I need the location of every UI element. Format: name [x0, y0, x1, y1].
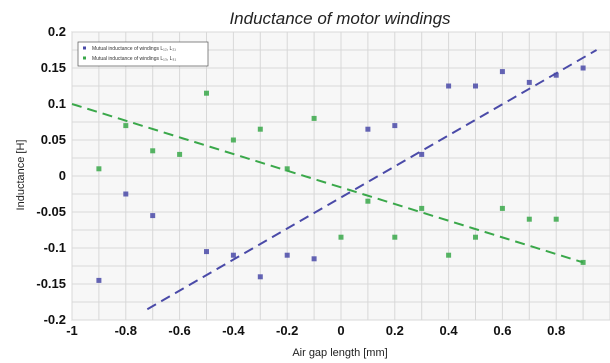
data-point-series-2 — [96, 166, 102, 172]
x-tick-label: -0.6 — [168, 323, 190, 338]
legend-marker-series-1 — [83, 46, 86, 50]
data-point-series-2 — [473, 234, 478, 240]
data-point-series-2 — [311, 115, 317, 121]
data-point-series-2 — [365, 198, 371, 204]
x-tick-label: -0.4 — [222, 323, 245, 338]
y-tick-label: -0.2 — [44, 312, 66, 327]
data-point-series-1 — [553, 72, 559, 78]
data-point-series-1 — [419, 151, 425, 157]
legend-box — [77, 41, 209, 67]
data-point-series-2 — [553, 216, 559, 222]
x-tick-label: -0.8 — [115, 323, 137, 338]
data-point-series-2 — [284, 166, 290, 172]
y-tick-labels: -0.2 -0.15 -0.1 -0.05 0 0.05 0.1 0.15 0.2 — [36, 24, 66, 327]
x-tick-label: 0.6 — [493, 323, 511, 338]
data-point-series-2 — [338, 234, 344, 240]
data-point-series-1 — [96, 277, 102, 283]
data-point-series-2 — [177, 151, 183, 157]
data-point-series-2 — [257, 126, 263, 132]
data-point-series-2 — [392, 234, 398, 240]
y-tick-label: 0 — [59, 168, 66, 183]
y-tick-label: -0.05 — [36, 204, 66, 219]
y-tick-label: -0.15 — [36, 276, 66, 291]
data-point-series-1 — [392, 123, 398, 129]
fit-lines — [71, 49, 598, 311]
data-point-series-1 — [123, 191, 129, 197]
fit-line-1 — [146, 49, 598, 311]
data-point-series-2 — [580, 259, 586, 265]
legend-label-series-1: Mutual inductance of windings L₁₂, L₂₁ — [92, 46, 176, 52]
x-tick-label: 0.4 — [440, 323, 459, 338]
legend-label-series-2: Mutual inductance of windings L₁₃, L₃₁ — [92, 56, 176, 62]
data-point-series-2 — [230, 137, 236, 143]
data-point-series-2 — [123, 123, 129, 129]
fit-line-2 — [71, 103, 584, 264]
y-tick-label: 0.05 — [41, 132, 66, 147]
x-tick-label: 0.2 — [386, 323, 404, 338]
data-point-series-1 — [284, 252, 290, 258]
data-point-series-2 — [499, 205, 505, 211]
data-point-series-1 — [499, 69, 505, 75]
data-point-series-1 — [526, 79, 532, 85]
data-point-series-1 — [365, 126, 371, 132]
data-point-series-2 — [150, 148, 156, 154]
x-axis-label: Air gap length [mm] — [292, 347, 387, 359]
x-tick-label: 0 — [337, 323, 344, 338]
data-point-series-1 — [257, 274, 263, 280]
y-tick-label: 0.1 — [48, 96, 66, 111]
data-point-series-1 — [204, 249, 209, 255]
grid — [71, 31, 610, 321]
legend-marker-series-2 — [83, 56, 86, 60]
data-point-series-2 — [526, 216, 532, 222]
data-point-series-1 — [580, 65, 586, 71]
data-point-series-2 — [419, 205, 425, 211]
x-tick-label: -1 — [66, 323, 78, 338]
data-point-series-1 — [473, 83, 478, 89]
y-tick-label: -0.1 — [44, 240, 66, 255]
x-tick-label: 0.8 — [547, 323, 565, 338]
data-point-series-2 — [446, 252, 452, 258]
y-tick-label: 0.15 — [41, 60, 66, 75]
y-axis-label: Inductance [H] — [15, 140, 27, 211]
x-tick-label: -0.2 — [276, 323, 298, 338]
data-point-series-1 — [311, 256, 317, 262]
data-point-series-2 — [204, 90, 209, 96]
data-point-series-1 — [150, 213, 156, 219]
chart-title: Inductance of motor windings — [229, 9, 451, 28]
data-point-series-1 — [446, 83, 452, 89]
legend: Mutual inductance of windings L₁₂, L₂₁ M… — [77, 41, 209, 67]
y-tick-label: 0.2 — [48, 24, 66, 39]
x-tick-labels: -1 -0.8 -0.6 -0.4 -0.2 0 0.2 0.4 0.6 0.8 — [66, 323, 565, 338]
data-points — [96, 65, 586, 283]
data-point-series-1 — [230, 252, 236, 258]
